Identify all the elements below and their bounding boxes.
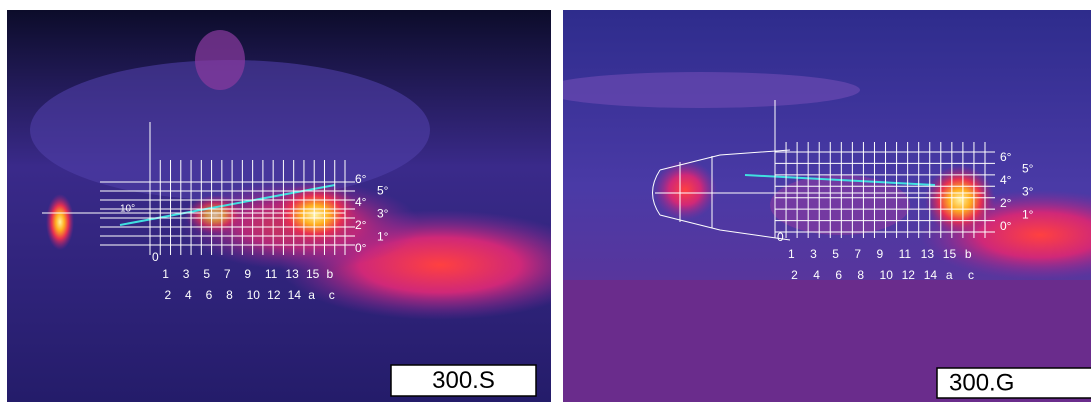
figure: 013579111315b2468101214ac6°5°4°3°2°1°0°1… bbox=[0, 0, 1091, 407]
angle-label: 4° bbox=[355, 195, 367, 209]
grid-label: 14 bbox=[288, 288, 302, 302]
grid-label: 1 bbox=[788, 247, 795, 261]
grid-label: 0 bbox=[777, 230, 784, 244]
grid-label: 11 bbox=[265, 267, 278, 281]
grid-label: 12 bbox=[267, 288, 281, 302]
grid-label: b bbox=[965, 247, 972, 261]
angle-label: 2° bbox=[1000, 196, 1012, 210]
grid-label: 3 bbox=[183, 267, 190, 281]
panel-label: 300.S bbox=[432, 367, 495, 394]
grid-label: 13 bbox=[285, 267, 299, 281]
grid-label: b bbox=[326, 267, 333, 281]
grid-label: 5 bbox=[203, 267, 210, 281]
angle-label: 1° bbox=[377, 230, 389, 244]
grid-label: a bbox=[946, 268, 953, 282]
grid-label: 1 bbox=[162, 267, 169, 281]
grid-label: 9 bbox=[876, 247, 883, 261]
grid-label: c bbox=[329, 288, 335, 302]
grid-label: 2 bbox=[165, 288, 172, 302]
grid-label: a bbox=[308, 288, 315, 302]
grid-label: 11 bbox=[899, 247, 912, 261]
panel-label: 300.G bbox=[949, 369, 1014, 396]
grid-label: 6 bbox=[835, 268, 842, 282]
grid-label: 3 bbox=[810, 247, 817, 261]
grid-label: 6 bbox=[206, 288, 213, 302]
grid-label: 4 bbox=[185, 288, 192, 302]
grid-label: c bbox=[968, 268, 974, 282]
grid-label: 13 bbox=[921, 247, 935, 261]
grid-label: 15 bbox=[943, 247, 957, 261]
grid-label: 10 bbox=[880, 268, 894, 282]
angle-label: 6° bbox=[1000, 150, 1012, 164]
angle-label: 2° bbox=[355, 218, 367, 232]
grid-label: 14 bbox=[924, 268, 938, 282]
grid-label: 15 bbox=[306, 267, 320, 281]
angle-label: 5° bbox=[377, 184, 389, 198]
grid-label: 7 bbox=[224, 267, 231, 281]
grid-label: 5 bbox=[832, 247, 839, 261]
angle-label: 0° bbox=[1000, 219, 1012, 233]
grid-label: 4 bbox=[813, 268, 820, 282]
angle-label: 5° bbox=[1022, 162, 1034, 176]
grid-label: 12 bbox=[902, 268, 916, 282]
grid-label: 2 bbox=[791, 268, 798, 282]
angle-label: 3° bbox=[1022, 185, 1034, 199]
grid-label: 8 bbox=[226, 288, 233, 302]
angle-label: 1° bbox=[1022, 208, 1034, 222]
grid-label: 7 bbox=[854, 247, 861, 261]
angle-label: 4° bbox=[1000, 173, 1012, 187]
nozzle-label: 10° bbox=[120, 204, 135, 215]
grid-label: 8 bbox=[857, 268, 864, 282]
angle-label: 3° bbox=[377, 207, 389, 221]
grid-label: 10 bbox=[247, 288, 261, 302]
angle-label: 6° bbox=[355, 172, 367, 186]
angle-label: 0° bbox=[355, 241, 367, 255]
grid-label: 0 bbox=[152, 250, 159, 264]
grid-label: 9 bbox=[244, 267, 251, 281]
